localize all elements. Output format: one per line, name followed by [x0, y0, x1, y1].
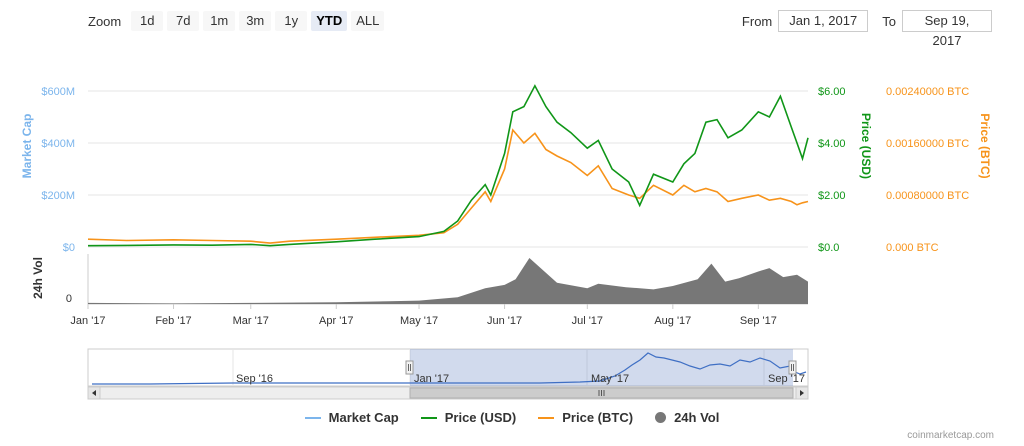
zoom-7d-button[interactable]: 7d	[167, 11, 200, 31]
series-price-usd-line	[87, 84, 809, 247]
zoom-ytd-button[interactable]: YTD	[311, 11, 348, 31]
zoom-label: Zoom	[88, 13, 122, 29]
legend-item-volume[interactable]: 24h Vol	[655, 410, 719, 425]
navigator-label-jan17: Jan '17	[414, 373, 449, 385]
navigator-label-sep16: Sep '16	[236, 373, 273, 385]
chart-legend: Market Cap Price (USD) Price (BTC) 24h V…	[0, 410, 1024, 425]
volume-area	[88, 258, 808, 304]
legend-item-market-cap[interactable]: Market Cap	[304, 410, 399, 425]
volume-axis-title: 24h Vol	[31, 257, 45, 299]
to-label: To	[882, 13, 896, 29]
x-tick-label: Feb '17	[155, 315, 191, 327]
navigator-left-handle[interactable]	[405, 360, 414, 375]
legend-swatch-price-usd	[420, 416, 437, 419]
legend-item-price-btc[interactable]: Price (BTC)	[538, 410, 633, 425]
market-cap-tick-3: $600M	[41, 86, 75, 98]
navigator-right-handle[interactable]	[788, 360, 797, 375]
x-tick-label: May '17	[400, 315, 438, 327]
legend-label: 24h Vol	[674, 410, 720, 425]
navigator-series-line	[92, 352, 807, 385]
price-usd-tick-1: $2.00	[818, 190, 846, 202]
x-tick-label: Sep '17	[740, 315, 777, 327]
navigator-label-sep17: Sep '17	[768, 373, 805, 385]
navigator[interactable]: Sep '16 Jan '17 May '17 Sep '17	[87, 348, 809, 400]
price-btc-tick-2: 0.00160000 BTC	[886, 138, 969, 150]
price-usd-tick-2: $4.00	[818, 138, 846, 150]
price-btc-tick-1: 0.00080000 BTC	[886, 190, 969, 202]
credit-link[interactable]: coinmarketcap.com	[907, 430, 994, 441]
series-price-btc-line	[87, 128, 809, 244]
price-btc-axis-title: Price (BTC)	[978, 113, 992, 178]
legend-swatch-volume	[655, 412, 667, 423]
zoom-3m-button[interactable]: 3m	[239, 11, 272, 31]
x-axis-ticks: Jan '17 Feb '17 Mar '17 Apr '17 May '17 Jun '…	[70, 304, 777, 327]
legend-label: Market Cap	[328, 410, 399, 425]
x-tick-label: Apr '17	[319, 315, 354, 327]
navigator-frame	[87, 348, 809, 387]
legend-item-price-usd[interactable]: Price (USD)	[420, 410, 517, 425]
to-date-input[interactable]: Sep 19, 2017	[902, 10, 992, 48]
navigator-selection[interactable]	[410, 349, 793, 386]
zoom-1m-button[interactable]: 1m	[203, 11, 236, 31]
market-cap-axis-title: Market Cap	[20, 114, 34, 179]
zoom-all-button[interactable]: ALL	[351, 11, 385, 31]
scroll-left-arrow-icon	[92, 390, 96, 396]
market-cap-tick-2: $400M	[41, 138, 75, 150]
x-tick-label: Aug '17	[654, 315, 691, 327]
x-tick-label: Jan '17	[70, 315, 105, 327]
price-usd-tick-3: $6.00	[818, 86, 846, 98]
x-tick-label: Mar '17	[233, 315, 269, 327]
legend-swatch-price-btc	[538, 416, 555, 419]
price-usd-tick-0: $0.0	[818, 242, 839, 254]
price-usd-axis-title: Price (USD)	[859, 113, 873, 179]
legend-swatch-market-cap	[304, 416, 321, 419]
from-date-input[interactable]: Jan 1, 2017	[778, 10, 869, 32]
legend-label: Price (BTC)	[562, 410, 634, 425]
navigator-label-may17: May '17	[591, 373, 629, 385]
market-cap-tick-0: $0	[63, 242, 75, 254]
zoom-1d-button[interactable]: 1d	[131, 11, 164, 31]
price-chart[interactable]: Market Cap $0 $200M $400M $600M $0.0 $2.…	[0, 0, 1024, 410]
date-range: From Jan 1, 2017 To Sep 19, 2017	[741, 10, 992, 48]
price-btc-tick-0: 0.000 BTC	[886, 242, 939, 254]
x-tick-label: Jul '17	[572, 315, 603, 327]
x-tick-label: Jun '17	[487, 315, 522, 327]
market-cap-tick-1: $200M	[41, 190, 75, 202]
zoom-controls: Zoom 1d 7d 1m 3m 1y YTD ALL	[88, 11, 385, 31]
legend-label: Price (USD)	[444, 410, 517, 425]
from-label: From	[741, 13, 773, 29]
volume-tick-0: 0	[66, 293, 72, 305]
zoom-1y-button[interactable]: 1y	[275, 11, 308, 31]
scroll-right-arrow-icon	[800, 390, 804, 396]
gridlines	[88, 90, 808, 248]
price-btc-tick-3: 0.00240000 BTC	[886, 86, 969, 98]
